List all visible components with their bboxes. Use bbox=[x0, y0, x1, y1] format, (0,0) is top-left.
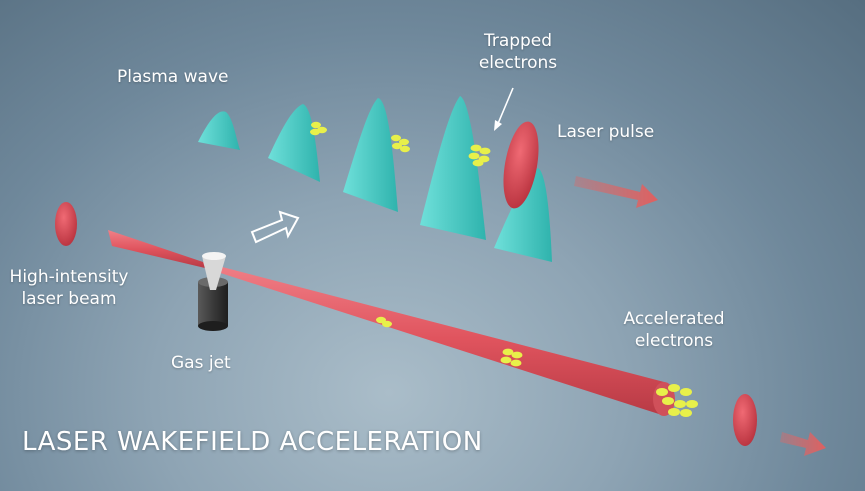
label-plasma-wave: Plasma wave bbox=[117, 67, 229, 87]
label-gas-jet: Gas jet bbox=[171, 353, 231, 373]
gas-jet-nozzle bbox=[198, 252, 228, 331]
plasma-wave-peak-2 bbox=[268, 104, 320, 182]
electron-cluster-beam-exit bbox=[656, 384, 698, 417]
label-trapped-electrons-line-2: electrons bbox=[478, 53, 558, 73]
label-trapped-electrons: Trapped electrons bbox=[468, 30, 568, 74]
incoming-laser-pulse bbox=[55, 202, 77, 246]
electron-cluster-wave-2 bbox=[310, 121, 327, 136]
accelerating-laser-beam bbox=[203, 262, 668, 415]
incoming-laser-beam bbox=[108, 230, 205, 268]
exit-direction-arrow bbox=[780, 432, 826, 456]
label-accelerated-line-1: Accelerated bbox=[623, 309, 725, 329]
label-trapped-electrons-line-1: Trapped bbox=[483, 31, 553, 51]
trapped-electrons-pointer bbox=[496, 87, 514, 127]
label-accelerated-line-2: electrons bbox=[634, 331, 714, 351]
label-high-intensity-laser-beam: High-intensity laser beam bbox=[6, 266, 132, 310]
plasma-wave-peak-3 bbox=[343, 98, 398, 212]
plasma-wave-peak-4 bbox=[420, 96, 486, 240]
electron-cluster-wave-3 bbox=[391, 134, 410, 153]
label-high-intensity-line-1: High-intensity bbox=[9, 267, 129, 287]
laser-pulse bbox=[503, 121, 539, 209]
laser-direction-arrow bbox=[574, 176, 658, 208]
label-high-intensity-line-2: laser beam bbox=[21, 289, 117, 309]
label-accelerated-electrons: Accelerated electrons bbox=[616, 308, 732, 352]
diagram-title: LASER WAKEFIELD ACCELERATION bbox=[22, 427, 483, 457]
electron-cluster-beam-2 bbox=[500, 348, 523, 367]
electron-cluster-wave-4 bbox=[468, 144, 491, 167]
plasma-wave-peak-1 bbox=[198, 111, 240, 150]
plasma-wave-peak-5 bbox=[494, 168, 552, 262]
label-laser-pulse: Laser pulse bbox=[557, 122, 655, 142]
wave-motion-arrow bbox=[250, 210, 300, 244]
exiting-laser-pulse bbox=[733, 394, 757, 446]
electron-cluster-beam-1 bbox=[376, 316, 392, 328]
